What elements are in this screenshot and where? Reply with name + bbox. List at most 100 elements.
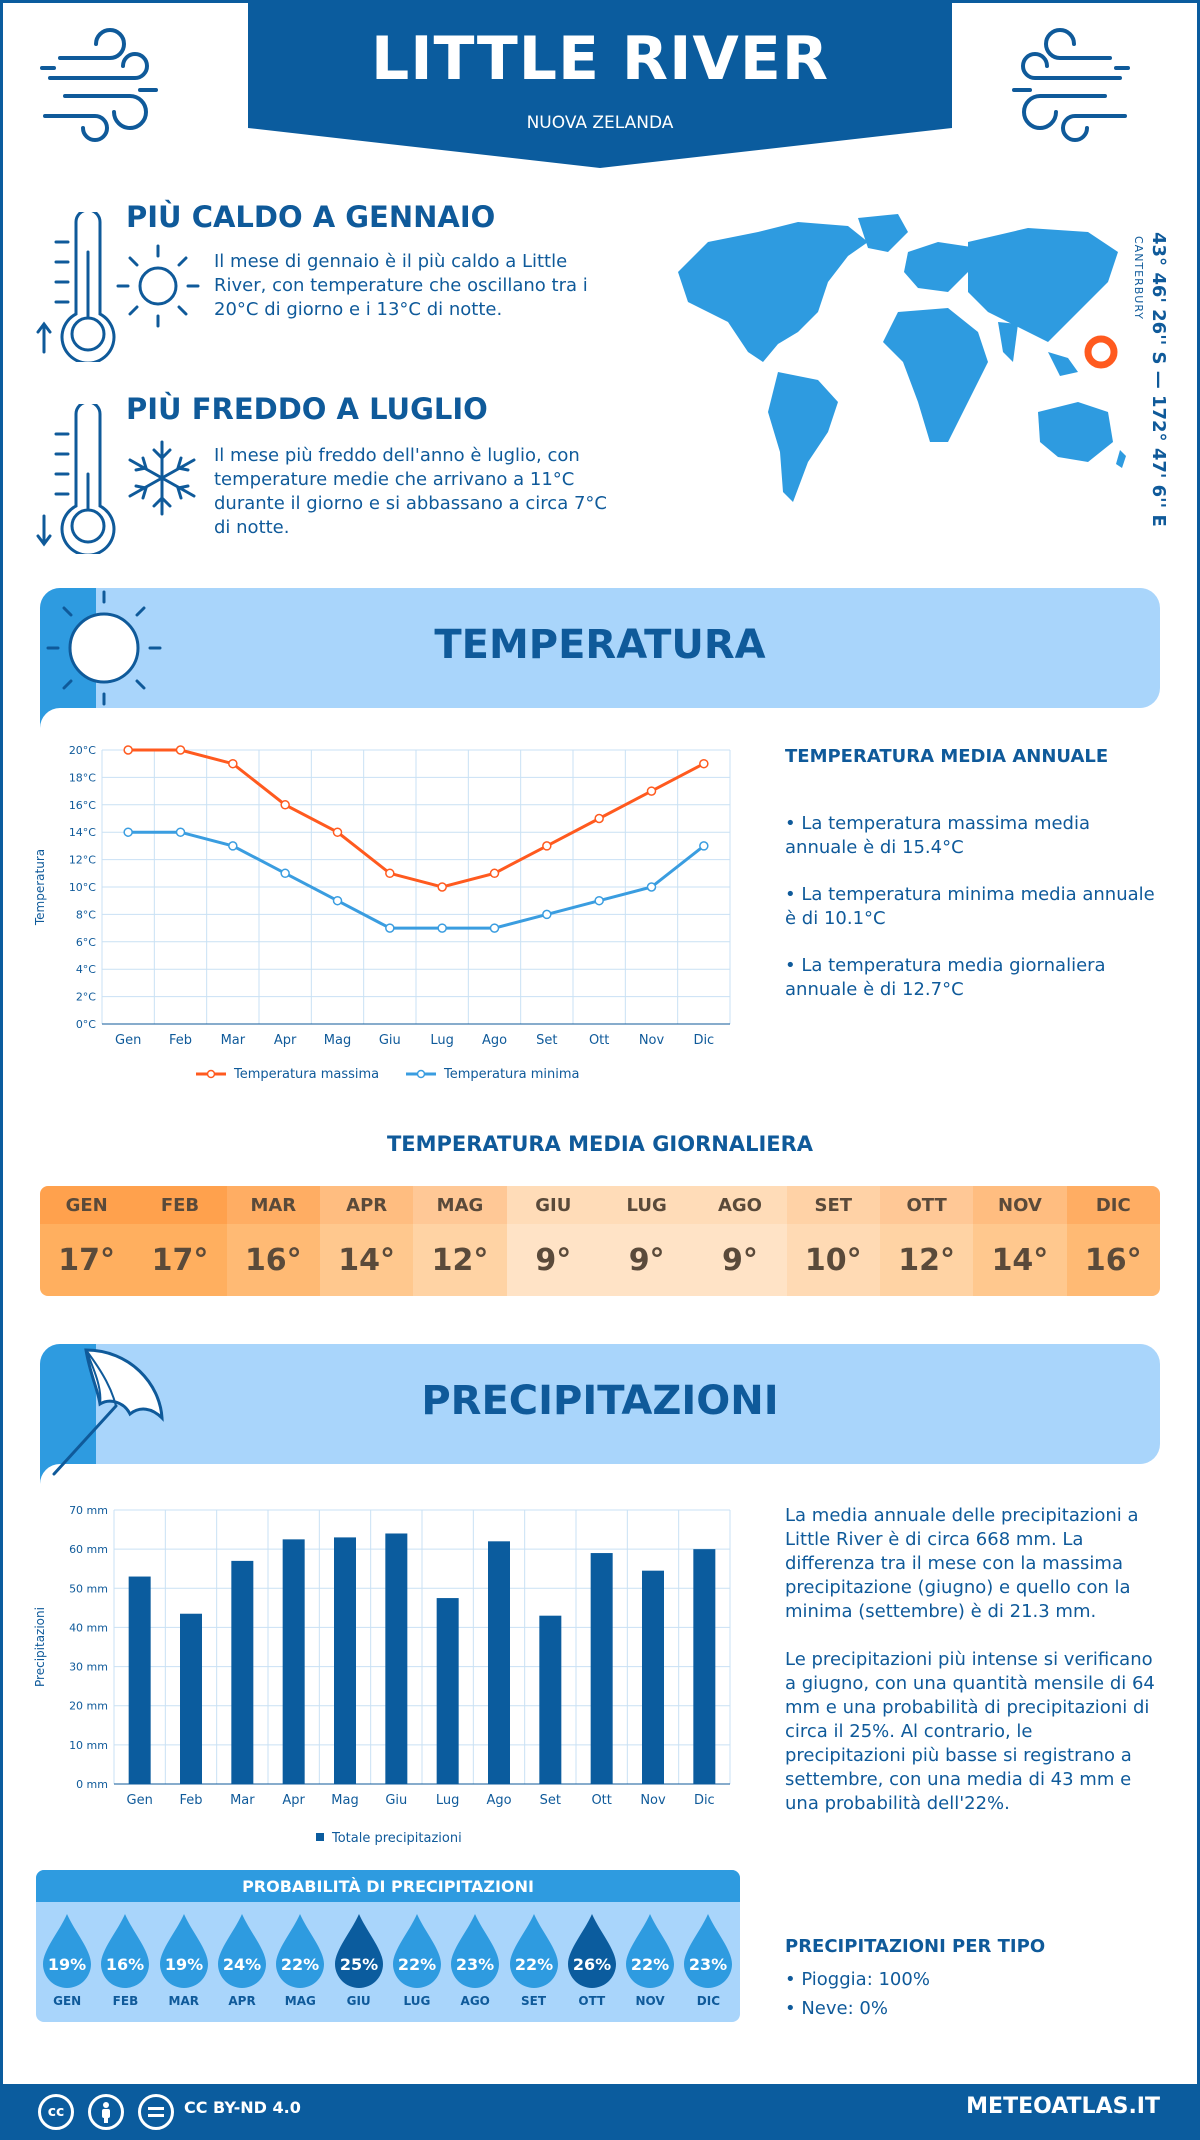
probability-month: GIU bbox=[346, 1994, 371, 2008]
data-point bbox=[489, 923, 500, 933]
probability-value: 26% bbox=[573, 1955, 611, 1974]
y-tick-label: 60 mm bbox=[69, 1543, 108, 1556]
coldest-text: Il mese più freddo dell'anno è luglio, c… bbox=[214, 445, 607, 538]
x-tick-label: Nov bbox=[640, 1793, 666, 1808]
y-tick-label: 14°C bbox=[69, 826, 96, 839]
daily-month-label: AGO bbox=[693, 1186, 787, 1224]
daily-temp-value: 16° bbox=[226, 1224, 320, 1296]
x-tick-label: Set bbox=[536, 1033, 557, 1048]
precip-bar bbox=[334, 1537, 356, 1784]
data-point bbox=[175, 827, 186, 837]
daily-temp-value: 17° bbox=[40, 1224, 134, 1296]
y-tick-label: 70 mm bbox=[69, 1504, 108, 1517]
daily-temp-value: 9° bbox=[693, 1224, 787, 1296]
page-subtitle: NUOVA ZELANDA bbox=[526, 113, 674, 133]
data-point bbox=[332, 895, 343, 906]
max-temp-line bbox=[128, 748, 705, 889]
daily-temp-value: 12° bbox=[879, 1224, 974, 1296]
data-point bbox=[385, 868, 395, 879]
data-point bbox=[175, 745, 186, 755]
x-tick-label: Nov bbox=[639, 1033, 665, 1048]
raindrop-icon: 23% bbox=[684, 1914, 733, 1988]
data-point bbox=[280, 800, 290, 810]
hottest-title: PIÙ CALDO A GENNAIO bbox=[126, 200, 496, 234]
daily-month-label: MAG bbox=[413, 1186, 507, 1224]
precipitation-banner bbox=[40, 1344, 1160, 1464]
legend-label: Temperatura massima bbox=[233, 1067, 379, 1082]
site-link[interactable]: METEOATLAS.IT bbox=[966, 2094, 1160, 2119]
y-tick-label: 6°C bbox=[76, 936, 96, 949]
data-point bbox=[699, 841, 709, 851]
raindrop-shape bbox=[276, 1914, 325, 1988]
daily-temp-cell: LUG 9° bbox=[599, 1186, 694, 1296]
probability-month: MAR bbox=[168, 1994, 199, 2008]
legend-swatch bbox=[316, 1833, 324, 1841]
x-tick-label: Mar bbox=[221, 1033, 246, 1048]
raindrop-icon: 16% bbox=[101, 1914, 150, 1988]
annual-temp-bullet: • La temperatura minima media annuale è … bbox=[785, 884, 1155, 929]
probability-month: FEB bbox=[112, 1994, 139, 2008]
daily-temp-cell: AGO 9° bbox=[693, 1186, 787, 1296]
raindrop-icon: 26% bbox=[567, 1914, 616, 1988]
daily-temp-value: 9° bbox=[506, 1224, 600, 1296]
data-point bbox=[437, 882, 447, 892]
probability-drop: 22% NOV bbox=[621, 1912, 679, 2008]
daily-month-label: APR bbox=[319, 1186, 414, 1224]
coordinates: 43° 46' 26'' S — 172° 47' 6'' E bbox=[1148, 232, 1169, 527]
y-tick-label: 10 mm bbox=[69, 1739, 108, 1752]
precip-bar bbox=[539, 1615, 562, 1784]
daily-temp-value: 10° bbox=[786, 1224, 880, 1296]
probability-drop: 19% MAR bbox=[155, 1912, 213, 2008]
probability-drop: 22% SET bbox=[504, 1912, 562, 2008]
x-tick-label: Dic bbox=[693, 1033, 714, 1048]
data-point bbox=[699, 758, 709, 769]
raindrop-icon: 24% bbox=[218, 1914, 267, 1988]
raindrop-icon: 22% bbox=[276, 1914, 325, 1988]
probability-value: 22% bbox=[631, 1955, 669, 1974]
y-tick-label: 40 mm bbox=[69, 1621, 108, 1634]
probability-drop: 16% FEB bbox=[96, 1912, 154, 2008]
data-point bbox=[280, 868, 290, 879]
x-tick-label: Dic bbox=[694, 1793, 715, 1808]
precipitation-title: PRECIPITAZIONI bbox=[421, 1378, 779, 1424]
raindrop-shape bbox=[509, 1914, 558, 1988]
x-tick-label: Ott bbox=[589, 1033, 609, 1048]
y-tick-label: 2°C bbox=[76, 991, 96, 1004]
x-tick-label: Feb bbox=[169, 1033, 192, 1048]
raindrop-shape bbox=[218, 1914, 267, 1988]
precip-bar bbox=[590, 1553, 613, 1784]
by-icon bbox=[88, 2094, 124, 2130]
raindrop-shape bbox=[567, 1914, 616, 1988]
coldest-title: PIÙ FREDDO A LUGLIO bbox=[126, 392, 488, 426]
y-tick-label: 0°C bbox=[76, 1018, 96, 1031]
y-tick-label: 0 mm bbox=[76, 1778, 108, 1791]
precip-bar bbox=[642, 1570, 664, 1784]
probability-value: 24% bbox=[223, 1955, 261, 1974]
daily-month-label: FEB bbox=[133, 1186, 227, 1224]
data-point bbox=[123, 827, 133, 837]
temperature-title: TEMPERATURA bbox=[434, 622, 766, 668]
raindrop-shape bbox=[451, 1914, 500, 1988]
probability-value: 23% bbox=[689, 1955, 727, 1974]
x-tick-label: Apr bbox=[274, 1033, 297, 1048]
probability-drop: 24% APR bbox=[213, 1912, 271, 2008]
raindrop-icon: 25% bbox=[334, 1914, 383, 1988]
nd-icon bbox=[138, 2094, 174, 2130]
daily-temp-cell: MAR 16° bbox=[226, 1186, 320, 1296]
raindrop-shape bbox=[334, 1914, 383, 1988]
license-label: CC BY-ND 4.0 bbox=[184, 2098, 301, 2117]
daily-temp-cell: GEN 17° bbox=[40, 1186, 134, 1296]
hottest-text: Il mese di gennaio è il più caldo a Litt… bbox=[214, 251, 588, 320]
x-tick-label: Ago bbox=[486, 1793, 511, 1808]
y-tick-label: 18°C bbox=[69, 771, 96, 784]
probability-drop: 19% GEN bbox=[38, 1912, 96, 2008]
y-tick-label: 10°C bbox=[69, 881, 96, 894]
daily-temp-cell: DIC 16° bbox=[1066, 1186, 1160, 1296]
precip-type-rain: • Pioggia: 100% bbox=[785, 1969, 930, 1990]
raindrop-icon: 23% bbox=[451, 1914, 500, 1988]
data-point bbox=[542, 841, 552, 851]
precip-type-title: PRECIPITAZIONI PER TIPO bbox=[785, 1936, 1046, 1957]
y-tick-label: 12°C bbox=[69, 854, 96, 867]
precipitation-text-2: Le precipitazioni più intense si verific… bbox=[785, 1649, 1155, 1814]
data-point bbox=[385, 923, 395, 933]
